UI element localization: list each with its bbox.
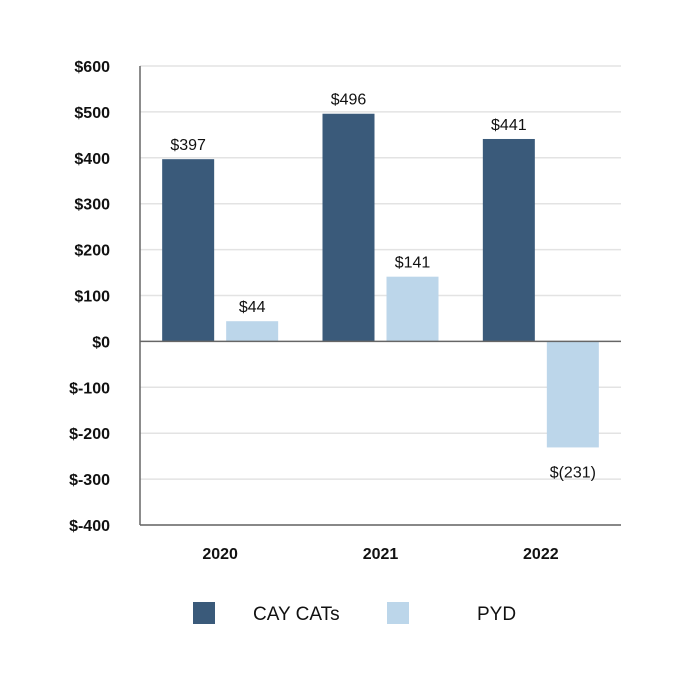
bar-cay-cats-2020	[162, 159, 215, 342]
x-axis-categories: 2020 2021 2022	[202, 546, 558, 563]
y-tick-label: $400	[74, 151, 110, 168]
data-label-cay-cats-2021: $496	[331, 92, 367, 109]
bar-pyd-2022	[546, 341, 599, 448]
bars	[162, 113, 599, 448]
data-label-pyd-2022: $(231)	[550, 464, 596, 481]
y-tick-label: $500	[74, 105, 110, 122]
y-tick-label: $-300	[69, 472, 110, 489]
legend: CAY CATs PYD	[193, 602, 516, 625]
x-category-label: 2022	[523, 546, 559, 563]
y-axis-ticks: $600 $500 $400 $300 $200 $100 $0 $-100 $-200 $-30…	[69, 59, 110, 535]
y-tick-label: $600	[74, 59, 110, 76]
bar-pyd-2020	[226, 321, 279, 342]
y-tick-label: $-400	[69, 518, 110, 535]
data-label-cay-cats-2020: $397	[170, 137, 206, 154]
bar-cay-cats-2021	[322, 113, 375, 342]
y-tick-label: $300	[74, 197, 110, 214]
legend-swatch-cay-cats	[193, 602, 215, 624]
legend-label-cay-cats: CAY CATs	[253, 604, 340, 625]
bar-pyd-2021	[386, 276, 439, 342]
data-label-cay-cats-2022: $441	[491, 117, 527, 134]
data-labels: $397 $44 $496 $141 $441 $(231)	[170, 92, 596, 482]
data-label-pyd-2020: $44	[239, 299, 266, 316]
y-tick-label: $-200	[69, 426, 110, 443]
y-tick-label: $100	[74, 289, 110, 306]
y-tick-label: $0	[92, 334, 110, 351]
y-tick-label: $-100	[69, 380, 110, 397]
bar-cay-cats-2022	[482, 138, 535, 342]
y-tick-label: $200	[74, 243, 110, 260]
legend-label-pyd: PYD	[477, 604, 516, 625]
x-category-label: 2021	[363, 546, 399, 563]
data-label-pyd-2021: $141	[395, 255, 431, 272]
x-category-label: 2020	[202, 546, 238, 563]
legend-swatch-pyd	[387, 602, 409, 624]
